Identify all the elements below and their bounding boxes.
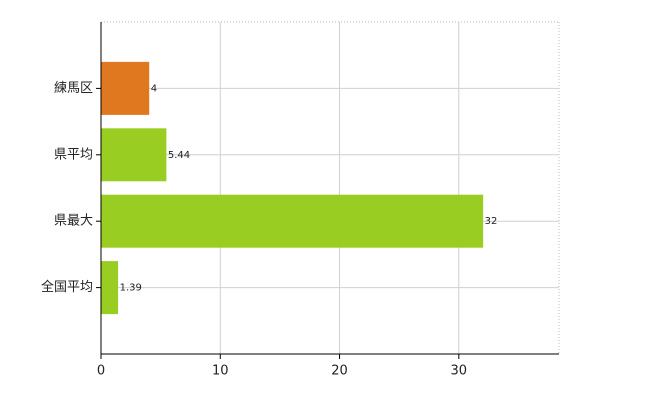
y-tick-label: 県最大 [54,214,93,229]
x-tick-label: 0 [97,364,105,379]
y-tick-label: 練馬区 [54,81,93,96]
bar [100,128,167,182]
bar [100,261,119,315]
value-label: 32 [485,216,498,227]
bar [100,61,150,115]
y-tick-label: 県平均 [54,147,93,162]
value-label: 5.44 [168,150,190,161]
bar [100,194,484,248]
x-tick-label: 20 [331,364,348,379]
value-label: 1.39 [120,283,142,294]
value-label: 4 [151,83,157,94]
x-tick-label: 30 [451,364,468,379]
x-tick-label: 10 [212,364,229,379]
y-tick-label: 全国平均 [41,279,93,295]
